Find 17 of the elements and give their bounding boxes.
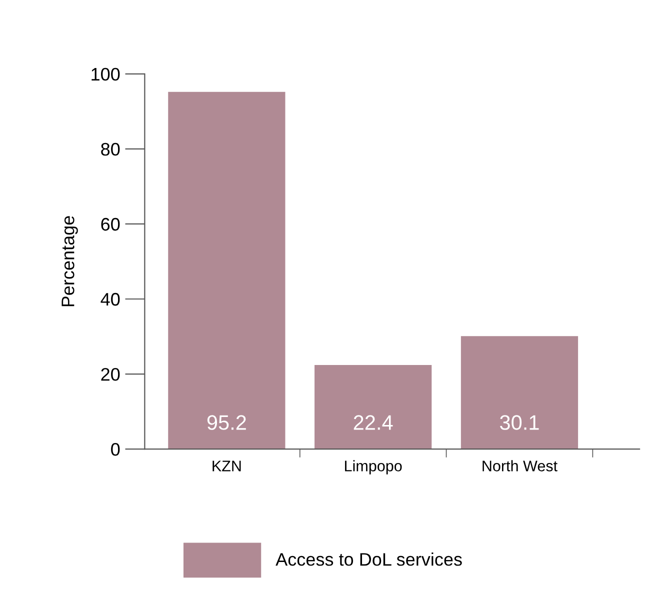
y-tick-label: 100 [92, 68, 120, 81]
bar [314, 365, 432, 450]
y-tick-label: 80 [101, 142, 120, 156]
data-label: 30.1 [500, 415, 539, 430]
y-tick-label: 60 [101, 218, 120, 231]
bar [168, 92, 286, 450]
y-tick-label: 40 [100, 292, 120, 306]
y-tick-label: 0 [111, 442, 120, 456]
x-tick-label: KZN [212, 460, 241, 472]
x-tick-label: Limpopo [345, 460, 402, 474]
data-label: 95.2 [207, 415, 246, 430]
x-tick-label: North West [482, 460, 558, 472]
bar [460, 336, 578, 450]
y-axis-title: Percentage [62, 216, 78, 306]
legend-label: Access to DoL services [276, 552, 462, 566]
data-label: 22.4 [354, 415, 393, 430]
y-tick-label: 20 [101, 368, 120, 381]
